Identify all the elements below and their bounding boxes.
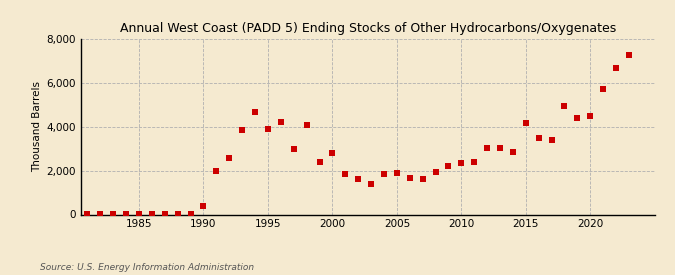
Point (559, 103, 570, 108)
Point (275, 120, 286, 124)
Point (134, 212, 144, 216)
Point (611, 65, 622, 70)
Point (82, 212, 93, 216)
Point (353, 177, 364, 182)
Point (585, 114, 595, 119)
Point (572, 116, 583, 120)
Point (288, 146, 299, 151)
Point (198, 204, 209, 208)
Point (250, 110, 261, 114)
Point (546, 138, 557, 142)
Point (417, 177, 428, 182)
Point (598, 87, 609, 91)
Point (224, 156, 235, 161)
Point (340, 172, 351, 177)
Point (379, 172, 389, 176)
Point (430, 170, 441, 174)
Point (211, 168, 222, 173)
Point (508, 150, 518, 155)
Point (237, 128, 248, 133)
Point (533, 136, 544, 140)
Point (185, 212, 196, 216)
Point (172, 212, 183, 216)
Point (443, 164, 454, 168)
Point (314, 160, 325, 164)
Point (108, 212, 119, 216)
Point (624, 52, 634, 57)
Point (482, 146, 493, 150)
Point (404, 176, 415, 180)
Point (146, 212, 157, 216)
Text: Source: U.S. Energy Information Administration: Source: U.S. Energy Information Administ… (40, 263, 254, 272)
Point (469, 160, 480, 164)
Point (121, 212, 132, 216)
Point (301, 123, 312, 128)
Point (520, 120, 531, 125)
Y-axis label: Thousand Barrels: Thousand Barrels (32, 81, 43, 172)
Point (495, 146, 506, 150)
Point (263, 127, 273, 131)
Point (159, 212, 170, 216)
Point (95, 212, 106, 216)
Point (392, 170, 402, 175)
Title: Annual West Coast (PADD 5) Ending Stocks of Other Hydrocarbons/Oxygenates: Annual West Coast (PADD 5) Ending Stocks… (119, 21, 616, 35)
Point (456, 161, 466, 166)
Point (366, 182, 377, 186)
Point (327, 151, 338, 155)
